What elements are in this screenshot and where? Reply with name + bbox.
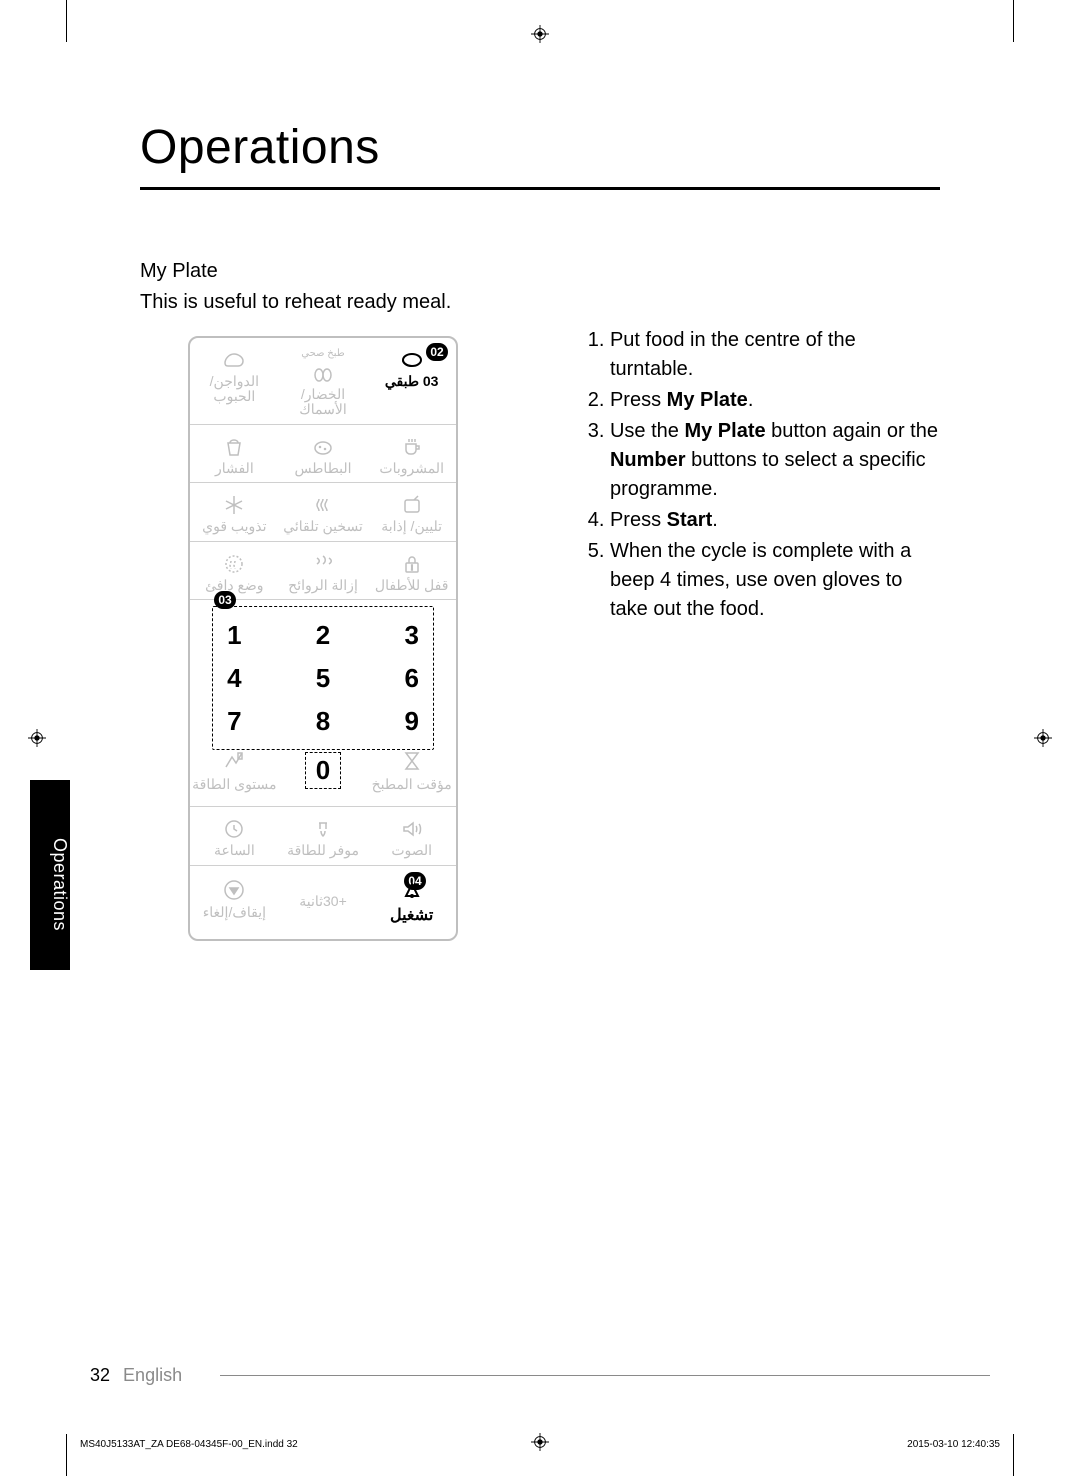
panel-label: الدواجن/الحبوب — [190, 374, 279, 405]
panel-label: قفل للأطفال — [375, 578, 449, 593]
veg-icon — [310, 361, 336, 385]
panel-label: مؤقت المطبخ — [372, 777, 452, 792]
panel-label: موفر للطاقة — [287, 843, 359, 858]
panel-label: تذويب قوي — [202, 519, 266, 534]
sound-icon — [399, 817, 425, 841]
keypad-dashed-outline — [212, 606, 434, 750]
kitchen-timer-icon — [399, 749, 425, 773]
auto-reheat-icon — [310, 493, 336, 517]
panel-label: الصوت — [391, 843, 432, 858]
content-columns: My Plate This is useful to reheat ready … — [140, 260, 940, 941]
keypad-zero: 0 — [305, 752, 341, 789]
panel-label: تسخين تلقائي — [283, 519, 363, 534]
start-icon — [399, 878, 425, 902]
step-item: Put food in the centre of the turntable. — [610, 326, 940, 384]
steps-list: Put food in the centre of the turntable.… — [586, 326, 940, 624]
panel-label: 03 طبقي — [385, 374, 439, 389]
print-filename: MS40J5133AT_ZA DE68-04345F-00_EN.indd 32 — [80, 1439, 298, 1450]
panel-label: إزالة الروائح — [288, 578, 358, 593]
step-item: Use the My Plate button again or the Num… — [610, 417, 940, 504]
beverage-icon — [399, 435, 425, 459]
panel-row: الفشار البطاطس المشروبات — [190, 425, 456, 483]
step-item: Press Start. — [610, 506, 940, 535]
page-body: Operations Operations My Plate This is u… — [80, 60, 1000, 1406]
panel-row: 02 الدواجن/الحبوب طبخ صحي الخضار/الأسماك… — [190, 338, 456, 425]
defrost-icon — [221, 493, 247, 517]
panel-label: البطاطس — [294, 461, 351, 476]
registration-mark-icon — [531, 1433, 549, 1451]
crop-mark — [66, 0, 67, 42]
page-number: 32 — [90, 1365, 110, 1385]
crop-mark — [1013, 0, 1014, 42]
side-tab: Operations — [30, 780, 70, 970]
panel-row: 04 إيقاف/إلغاء +30ثانية تشغيل — [190, 866, 456, 939]
print-timestamp: 2015-03-10 12:40:35 — [907, 1439, 1000, 1450]
my-plate-icon — [399, 348, 425, 372]
crop-mark — [66, 1434, 67, 1476]
panel-label: المشروبات — [379, 461, 444, 476]
panel-label: الخضار/الأسماك — [279, 387, 368, 418]
step-item: When the cycle is complete with a beep 4… — [610, 537, 940, 624]
title-rule — [140, 187, 940, 190]
step-item: Press My Plate. — [610, 386, 940, 415]
popcorn-icon — [221, 435, 247, 459]
soften-icon — [399, 493, 425, 517]
panel-label: الساعة — [214, 843, 255, 858]
right-column: Put food in the centre of the turntable.… — [586, 260, 940, 941]
child-lock-icon: ! — [399, 552, 425, 576]
svg-text:!: ! — [411, 565, 413, 572]
stop-icon — [221, 878, 247, 902]
section-description: This is useful to reheat ready meal. — [140, 291, 540, 314]
panel-label: +30ثانية — [299, 894, 347, 909]
panel-label: تليين/ إذابة — [381, 519, 442, 534]
left-column: My Plate This is useful to reheat ready … — [140, 260, 540, 941]
page-footer: 32 English — [90, 1365, 990, 1386]
page-language: English — [123, 1365, 182, 1385]
power-level-icon — [221, 749, 247, 773]
eco-icon — [310, 817, 336, 841]
meat-icon — [221, 348, 247, 372]
panel-label: مستوى الطاقة — [192, 777, 276, 792]
panel-start-label: تشغيل — [390, 905, 433, 925]
panel-row: الساعة موفر للطاقة الصوت — [190, 807, 456, 865]
section-subhead: My Plate — [140, 260, 540, 283]
panel-label: وضع دافئ — [205, 578, 263, 593]
panel-top-label: طبخ صحي — [301, 348, 345, 359]
registration-mark-icon — [531, 25, 549, 43]
potato-icon — [310, 435, 336, 459]
clock-icon — [221, 817, 247, 841]
registration-mark-icon — [28, 729, 46, 747]
footer-rule — [220, 1375, 990, 1376]
page-title: Operations — [140, 120, 940, 175]
registration-mark-icon — [1034, 729, 1052, 747]
control-panel-diagram: 02 الدواجن/الحبوب طبخ صحي الخضار/الأسماك… — [188, 336, 458, 941]
panel-label: الفشار — [215, 461, 254, 476]
deodorize-icon — [310, 552, 336, 576]
crop-mark — [1013, 1434, 1014, 1476]
keep-warm-icon — [221, 552, 247, 576]
keypad-block: 03 123 456 789 مستوى الطاقة 0 مؤقت المطب… — [190, 600, 456, 807]
panel-label: إيقاف/إلغاء — [203, 905, 266, 920]
panel-row: تذويب قوي تسخين تلقائي تليين/ إذابة — [190, 483, 456, 541]
